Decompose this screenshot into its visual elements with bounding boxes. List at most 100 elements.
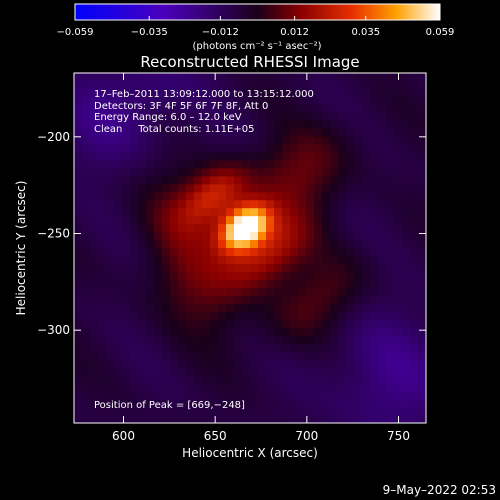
heatmap-cell bbox=[82, 128, 91, 138]
heatmap-cell bbox=[274, 80, 283, 90]
heatmap-cell bbox=[290, 168, 299, 178]
heatmap-cell bbox=[242, 128, 251, 138]
heatmap-cell bbox=[114, 88, 123, 98]
heatmap-cell bbox=[146, 112, 155, 122]
heatmap-cell bbox=[306, 271, 315, 281]
heatmap-cell bbox=[186, 255, 195, 265]
heatmap-cell bbox=[330, 232, 339, 241]
heatmap-cell bbox=[90, 343, 99, 353]
heatmap-cell bbox=[162, 136, 171, 146]
heatmap-cell bbox=[98, 144, 107, 154]
heatmap-cell bbox=[210, 335, 219, 345]
heatmap-cell bbox=[354, 311, 363, 321]
heatmap-cell bbox=[330, 216, 339, 225]
y-axis-ticks: −200−250−300 bbox=[37, 130, 426, 337]
heatmap-cell bbox=[402, 208, 411, 217]
heatmap-cell bbox=[218, 168, 227, 178]
heatmap-cell bbox=[210, 295, 219, 305]
heatmap-cell bbox=[194, 176, 203, 185]
heatmap-cell bbox=[274, 287, 283, 297]
heatmap-cell bbox=[410, 80, 419, 90]
heatmap-cell bbox=[258, 168, 267, 178]
heatmap-cell bbox=[290, 136, 299, 146]
heatmap-cell bbox=[218, 327, 227, 337]
heatmap-cell bbox=[298, 144, 307, 154]
heatmap-cell bbox=[178, 383, 187, 392]
heatmap-cell bbox=[178, 327, 187, 337]
heatmap-cell bbox=[410, 335, 419, 345]
heatmap-cell bbox=[130, 311, 139, 321]
heatmap-cell bbox=[178, 96, 187, 106]
heatmap-cell bbox=[258, 96, 267, 106]
heatmap-cell bbox=[386, 224, 395, 233]
heatmap-cell bbox=[258, 407, 267, 416]
heatmap-cell bbox=[162, 104, 171, 114]
heatmap-cell bbox=[410, 383, 419, 392]
heatmap-cell bbox=[418, 136, 426, 146]
heatmap-cell bbox=[394, 248, 403, 257]
heatmap-cell bbox=[106, 120, 115, 130]
heatmap-cell bbox=[74, 248, 83, 257]
heatmap-cell bbox=[130, 152, 139, 162]
heatmap-cell bbox=[122, 343, 131, 353]
heatmap-cell bbox=[98, 271, 107, 281]
heatmap-cell bbox=[250, 391, 259, 400]
heatmap-cell bbox=[338, 192, 347, 201]
heatmap-cell bbox=[218, 399, 227, 408]
heatmap-cell bbox=[234, 96, 243, 106]
heatmap-cell bbox=[274, 216, 283, 225]
heatmap-cell bbox=[226, 240, 235, 249]
heatmap-cell bbox=[242, 232, 251, 241]
heatmap-cell bbox=[202, 112, 211, 122]
heatmap-cell bbox=[234, 168, 243, 178]
heatmap-cell bbox=[194, 208, 203, 217]
heatmap-cell bbox=[178, 160, 187, 170]
heatmap-cell bbox=[298, 375, 307, 384]
heatmap-cell bbox=[74, 391, 83, 400]
heatmap-cell bbox=[306, 391, 315, 400]
heatmap-cell bbox=[138, 120, 147, 130]
heatmap-cell bbox=[178, 112, 187, 122]
heatmap-cell bbox=[226, 367, 235, 376]
heatmap-cell bbox=[82, 391, 91, 400]
heatmap-cell bbox=[298, 248, 307, 257]
heatmap-cell bbox=[362, 295, 371, 305]
heatmap-cell bbox=[418, 184, 426, 193]
heatmap-cell bbox=[114, 160, 123, 170]
heatmap-cell bbox=[274, 112, 283, 122]
heatmap-cell bbox=[218, 104, 227, 114]
heatmap-cell bbox=[298, 200, 307, 209]
heatmap-cell bbox=[178, 263, 187, 273]
heatmap-cell bbox=[106, 407, 115, 416]
heatmap-cell bbox=[98, 383, 107, 392]
heatmap-cell bbox=[410, 200, 419, 209]
heatmap-cell bbox=[402, 399, 411, 408]
heatmap-cell bbox=[154, 80, 163, 90]
heatmap-cell bbox=[154, 144, 163, 154]
heatmap-cell bbox=[250, 263, 259, 273]
heatmap-cell bbox=[386, 407, 395, 416]
heatmap-cell bbox=[266, 160, 275, 170]
heatmap-cell bbox=[210, 152, 219, 162]
heatmap-cell bbox=[170, 383, 179, 392]
heatmap-cell bbox=[370, 279, 379, 289]
heatmap-cell bbox=[330, 295, 339, 305]
heatmap-cell bbox=[154, 311, 163, 321]
heatmap-cell bbox=[402, 327, 411, 337]
heatmap-cell bbox=[154, 327, 163, 337]
heatmap-cell bbox=[162, 208, 171, 217]
heatmap-cell bbox=[122, 200, 131, 209]
heatmap-cell bbox=[122, 176, 131, 185]
heatmap-cell bbox=[154, 240, 163, 249]
heatmap-cell bbox=[322, 136, 331, 146]
heatmap-cell bbox=[138, 375, 147, 384]
heatmap-cell bbox=[322, 120, 331, 130]
heatmap-cell bbox=[186, 224, 195, 233]
heatmap-cell bbox=[394, 367, 403, 376]
y-axis-label: Heliocentric Y (arcsec) bbox=[14, 181, 28, 316]
heatmap-cell bbox=[74, 255, 83, 265]
heatmap-cell bbox=[306, 96, 315, 106]
heatmap-cell bbox=[298, 367, 307, 376]
heatmap-cell bbox=[354, 335, 363, 345]
heatmap-cell bbox=[250, 375, 259, 384]
